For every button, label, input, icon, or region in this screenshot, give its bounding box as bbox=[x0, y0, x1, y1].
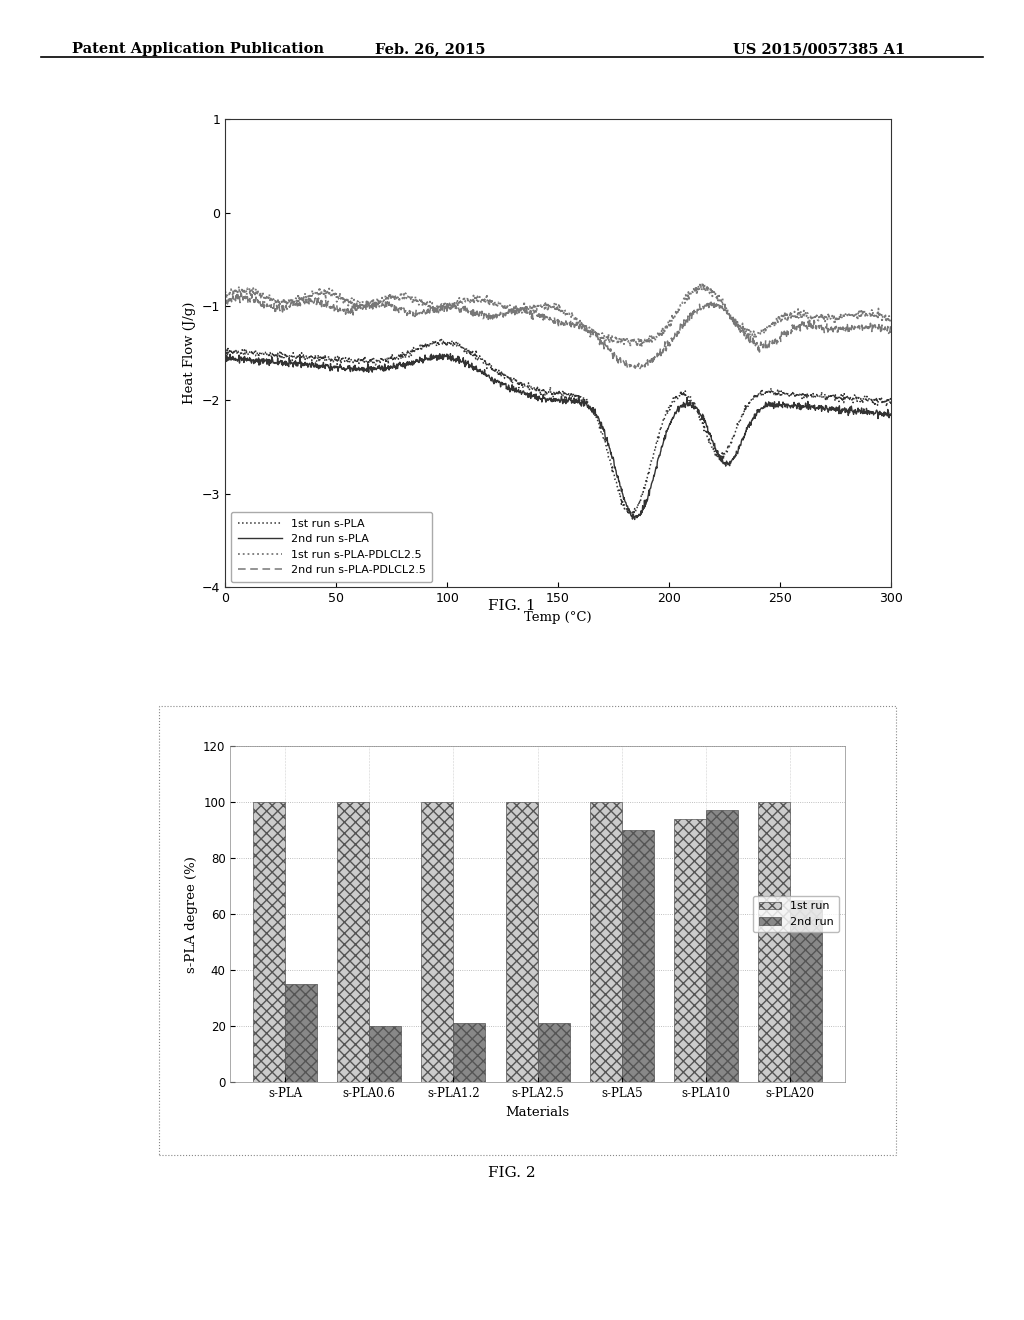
1st run s-PLA bbox=[624, 507, 636, 523]
1st run s-PLA-PDLCL2.5 bbox=[219, 284, 231, 300]
2nd run s-PLA bbox=[270, 355, 283, 371]
1st run s-PLA-PDLCL2.5 bbox=[515, 300, 527, 315]
2nd run s-PLA bbox=[598, 422, 610, 438]
Bar bbox=[791, 900, 822, 1082]
1st run s-PLA-PDLCL2.5 bbox=[598, 327, 610, 343]
2nd run s-PLA-PDLCL2.5 bbox=[634, 362, 646, 378]
2nd run s-PLA-PDLCL2.5 bbox=[516, 301, 528, 317]
1st run s-PLA-PDLCL2.5 bbox=[696, 275, 709, 290]
1st run s-PLA-PDLCL2.5 bbox=[298, 289, 310, 305]
2nd run s-PLA-PDLCL2.5 bbox=[527, 305, 540, 321]
1st run s-PLA bbox=[219, 341, 231, 356]
Bar bbox=[422, 801, 454, 1082]
2nd run s-PLA bbox=[885, 408, 897, 424]
Y-axis label: Heat Flow (J/g): Heat Flow (J/g) bbox=[183, 302, 197, 404]
Line: 1st run s-PLA-PDLCL2.5: 1st run s-PLA-PDLCL2.5 bbox=[225, 282, 891, 347]
Bar bbox=[454, 1023, 485, 1082]
2nd run s-PLA bbox=[444, 346, 457, 362]
1st run s-PLA-PDLCL2.5 bbox=[631, 339, 643, 355]
2nd run s-PLA-PDLCL2.5 bbox=[236, 285, 248, 301]
Bar bbox=[253, 801, 285, 1082]
2nd run s-PLA-PDLCL2.5 bbox=[271, 301, 284, 317]
2nd run s-PLA bbox=[516, 385, 528, 401]
X-axis label: Materials: Materials bbox=[506, 1106, 569, 1119]
Bar bbox=[370, 1027, 401, 1082]
2nd run s-PLA-PDLCL2.5 bbox=[219, 293, 231, 309]
Bar bbox=[758, 801, 791, 1082]
1st run s-PLA bbox=[298, 350, 310, 366]
Bar bbox=[538, 1023, 569, 1082]
1st run s-PLA-PDLCL2.5 bbox=[502, 300, 514, 315]
1st run s-PLA-PDLCL2.5 bbox=[885, 314, 897, 330]
Text: Patent Application Publication: Patent Application Publication bbox=[72, 42, 324, 57]
1st run s-PLA-PDLCL2.5 bbox=[270, 292, 283, 308]
Bar bbox=[506, 801, 538, 1082]
Text: FIG. 2: FIG. 2 bbox=[488, 1167, 536, 1180]
2nd run s-PLA bbox=[502, 381, 514, 397]
Text: Feb. 26, 2015: Feb. 26, 2015 bbox=[375, 42, 485, 57]
Legend: 1st run, 2nd run: 1st run, 2nd run bbox=[754, 896, 840, 932]
Bar bbox=[590, 801, 622, 1082]
Bar bbox=[674, 818, 706, 1082]
Bar bbox=[285, 985, 317, 1082]
2nd run s-PLA bbox=[629, 512, 641, 528]
1st run s-PLA bbox=[516, 379, 528, 395]
Line: 1st run s-PLA: 1st run s-PLA bbox=[225, 339, 891, 515]
Line: 2nd run s-PLA-PDLCL2.5: 2nd run s-PLA-PDLCL2.5 bbox=[225, 293, 891, 370]
1st run s-PLA bbox=[270, 347, 283, 363]
Bar bbox=[337, 801, 370, 1082]
Legend: 1st run s-PLA, 2nd run s-PLA, 1st run s-PLA-PDLCL2.5, 2nd run s-PLA-PDLCL2.5: 1st run s-PLA, 2nd run s-PLA, 1st run s-… bbox=[230, 512, 432, 582]
2nd run s-PLA-PDLCL2.5 bbox=[298, 294, 310, 310]
Text: FIG. 1: FIG. 1 bbox=[488, 599, 536, 612]
1st run s-PLA bbox=[885, 396, 897, 412]
2nd run s-PLA-PDLCL2.5 bbox=[598, 333, 610, 348]
Line: 2nd run s-PLA: 2nd run s-PLA bbox=[225, 354, 891, 520]
2nd run s-PLA-PDLCL2.5 bbox=[885, 325, 897, 341]
Y-axis label: s-PLA degree (%): s-PLA degree (%) bbox=[184, 855, 198, 973]
2nd run s-PLA bbox=[298, 356, 310, 372]
Text: US 2015/0057385 A1: US 2015/0057385 A1 bbox=[733, 42, 905, 57]
1st run s-PLA bbox=[598, 432, 610, 447]
2nd run s-PLA bbox=[527, 388, 540, 404]
2nd run s-PLA bbox=[219, 351, 231, 367]
1st run s-PLA-PDLCL2.5 bbox=[527, 302, 540, 318]
1st run s-PLA bbox=[502, 370, 514, 385]
1st run s-PLA bbox=[527, 381, 540, 397]
Bar bbox=[622, 830, 653, 1082]
2nd run s-PLA-PDLCL2.5 bbox=[502, 305, 514, 321]
1st run s-PLA bbox=[435, 331, 447, 347]
Bar bbox=[706, 810, 738, 1082]
X-axis label: Temp (°C): Temp (°C) bbox=[524, 611, 592, 624]
